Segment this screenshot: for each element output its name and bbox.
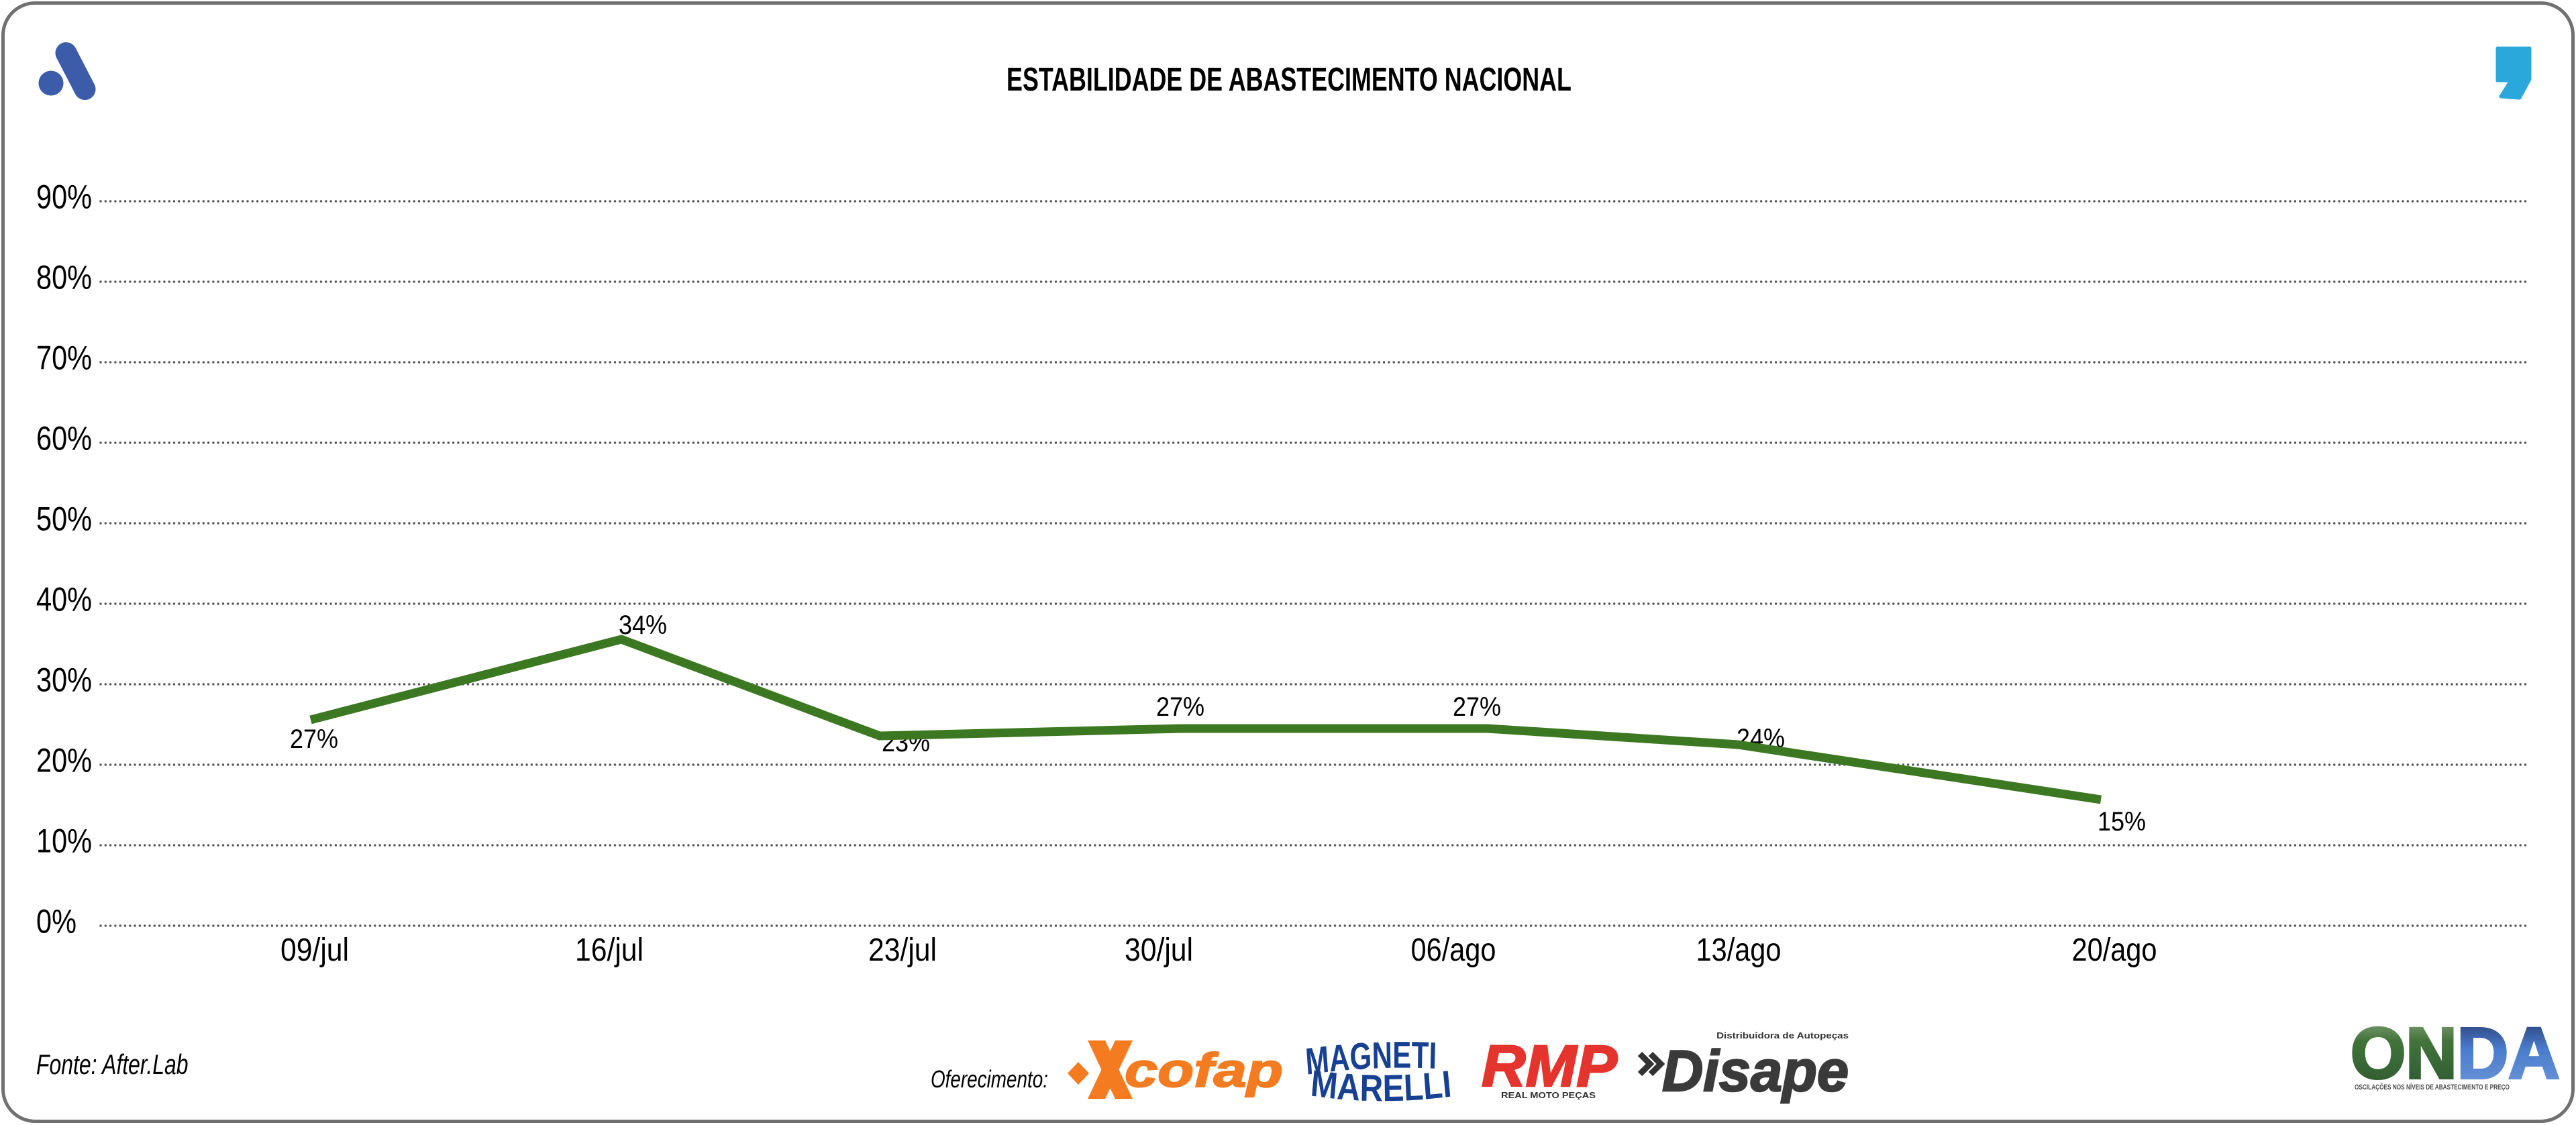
svg-text:09/jul: 09/jul (280, 932, 349, 968)
svg-text:60%: 60% (36, 419, 92, 458)
svg-text:06/ago: 06/ago (1411, 931, 1496, 968)
svg-text:30/jul: 30/jul (1125, 932, 1193, 968)
svg-text:Distribuidora de Autopeças: Distribuidora de Autopeças (1716, 1030, 1849, 1040)
svg-text:27%: 27% (290, 725, 338, 754)
svg-text:15%: 15% (2098, 807, 2146, 837)
svg-text:Disape: Disape (1662, 1039, 1849, 1104)
svg-text:23/jul: 23/jul (868, 932, 937, 968)
svg-text:MARELLI: MARELLI (1309, 1063, 1453, 1110)
svg-text:13/ago: 13/ago (1696, 931, 1782, 968)
svg-text:cofap: cofap (1125, 1043, 1283, 1097)
svg-text:10%: 10% (36, 822, 92, 860)
svg-text:20%: 20% (36, 741, 92, 780)
svg-text:ONDA: ONDA (2351, 1012, 2560, 1093)
svg-text:16/jul: 16/jul (575, 932, 643, 968)
svg-text:Fonte: After.Lab: Fonte: After.Lab (36, 1049, 188, 1080)
svg-text:30%: 30% (36, 661, 92, 699)
svg-text:34%: 34% (619, 610, 667, 640)
svg-text:REAL MOTO PEÇAS: REAL MOTO PEÇAS (1501, 1091, 1596, 1100)
svg-text:90%: 90% (36, 178, 92, 216)
svg-text:80%: 80% (36, 258, 92, 297)
svg-text:0%: 0% (36, 902, 76, 941)
svg-text:OSCILAÇÕES NOS NÍVEIS DE ABAST: OSCILAÇÕES NOS NÍVEIS DE ABASTECIMENTO E… (2355, 1083, 2510, 1091)
svg-text:27%: 27% (1453, 692, 1501, 722)
svg-text:50%: 50% (36, 500, 92, 538)
svg-text:70%: 70% (36, 339, 92, 377)
svg-text:RMP: RMP (1482, 1033, 1618, 1099)
svg-text:40%: 40% (36, 580, 92, 619)
svg-text:27%: 27% (1156, 692, 1204, 722)
svg-text:MAGNETI: MAGNETI (1304, 1034, 1437, 1083)
svg-text:20/ago: 20/ago (2072, 931, 2157, 968)
svg-text:ESTABILIDADE DE ABASTECIMENTO: ESTABILIDADE DE ABASTECIMENTO NACIONAL (1007, 62, 1572, 99)
svg-text:Oferecimento:: Oferecimento: (931, 1066, 1048, 1093)
